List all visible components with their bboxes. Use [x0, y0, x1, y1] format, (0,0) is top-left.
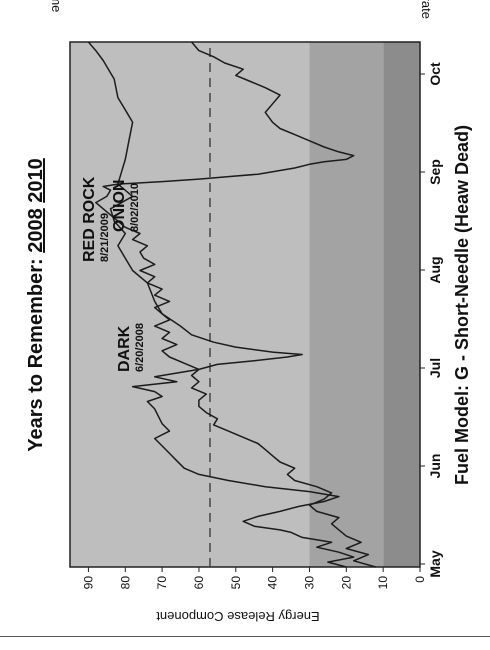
rotated-chart-group: 0 10 20 30 40 50 60 70 80 90 May Jun Jul Aug Sep Oct DAR…: [25, 0, 472, 589]
y-tick-label: 60: [192, 576, 206, 590]
y-tick-label: 0: [413, 576, 427, 583]
y-tick-label: 80: [118, 576, 132, 590]
x-tick-label: Aug: [427, 256, 443, 283]
plot-frame: [69, 41, 421, 568]
title-year-2010: 2010: [25, 158, 47, 203]
x-tick-label: Jun: [427, 454, 443, 479]
y-tick-label: 90: [81, 576, 95, 590]
y-tick-label: 40: [266, 576, 280, 590]
band-dark: [383, 42, 421, 567]
y-tick-label: 70: [155, 576, 169, 590]
annotation-name: ONION: [111, 180, 128, 232]
x-tick-label: Sep: [427, 159, 443, 185]
annotation-dark: DARK 6/20/2008: [116, 323, 146, 372]
annotation-onion: ONION 8/02/2010: [111, 180, 141, 232]
x-tick-label: May: [427, 550, 443, 577]
y-tick-label: 50: [229, 576, 243, 590]
y-tick-label: 10: [376, 576, 390, 590]
annotation-name: DARK: [116, 325, 133, 372]
band-mid: [309, 42, 384, 567]
x-tick-label: Jul: [427, 358, 443, 378]
annotation-red-rock: RED ROCK 8/21/2009: [81, 176, 111, 262]
band-light: [70, 42, 310, 567]
title-year-2008: 2008: [25, 208, 47, 253]
series-line-2: [95, 41, 377, 568]
annotation-date: 6/20/2008: [134, 323, 146, 372]
corner-label-extreme: Extreme: [49, 0, 64, 12]
title-prefix: Years to Remember:: [25, 258, 47, 451]
y-tick-label: 30: [302, 576, 316, 590]
series-line-1: [87, 41, 355, 568]
corner-label-moderate: Moderate: [419, 0, 434, 19]
chart-title: Years to Remember: 2008 2010: [25, 158, 47, 452]
x-tick-label: Oct: [427, 62, 443, 86]
annotation-name: RED ROCK: [81, 176, 98, 262]
y-tick-label: 20: [339, 576, 353, 590]
annotation-date: 8/02/2010: [129, 183, 141, 232]
fuel-model-caption: Fuel Model: G - Short-Needle (Heaw Dead): [452, 125, 472, 485]
page-bottom-rule: [0, 636, 490, 637]
y-axis-label: Energy Release Component: [156, 609, 320, 624]
annotation-date: 8/21/2009: [99, 213, 111, 262]
